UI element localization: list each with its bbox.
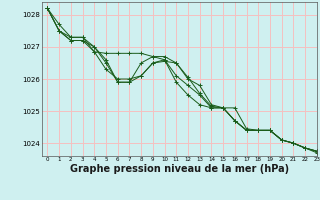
X-axis label: Graphe pression niveau de la mer (hPa): Graphe pression niveau de la mer (hPa) [70, 164, 289, 174]
